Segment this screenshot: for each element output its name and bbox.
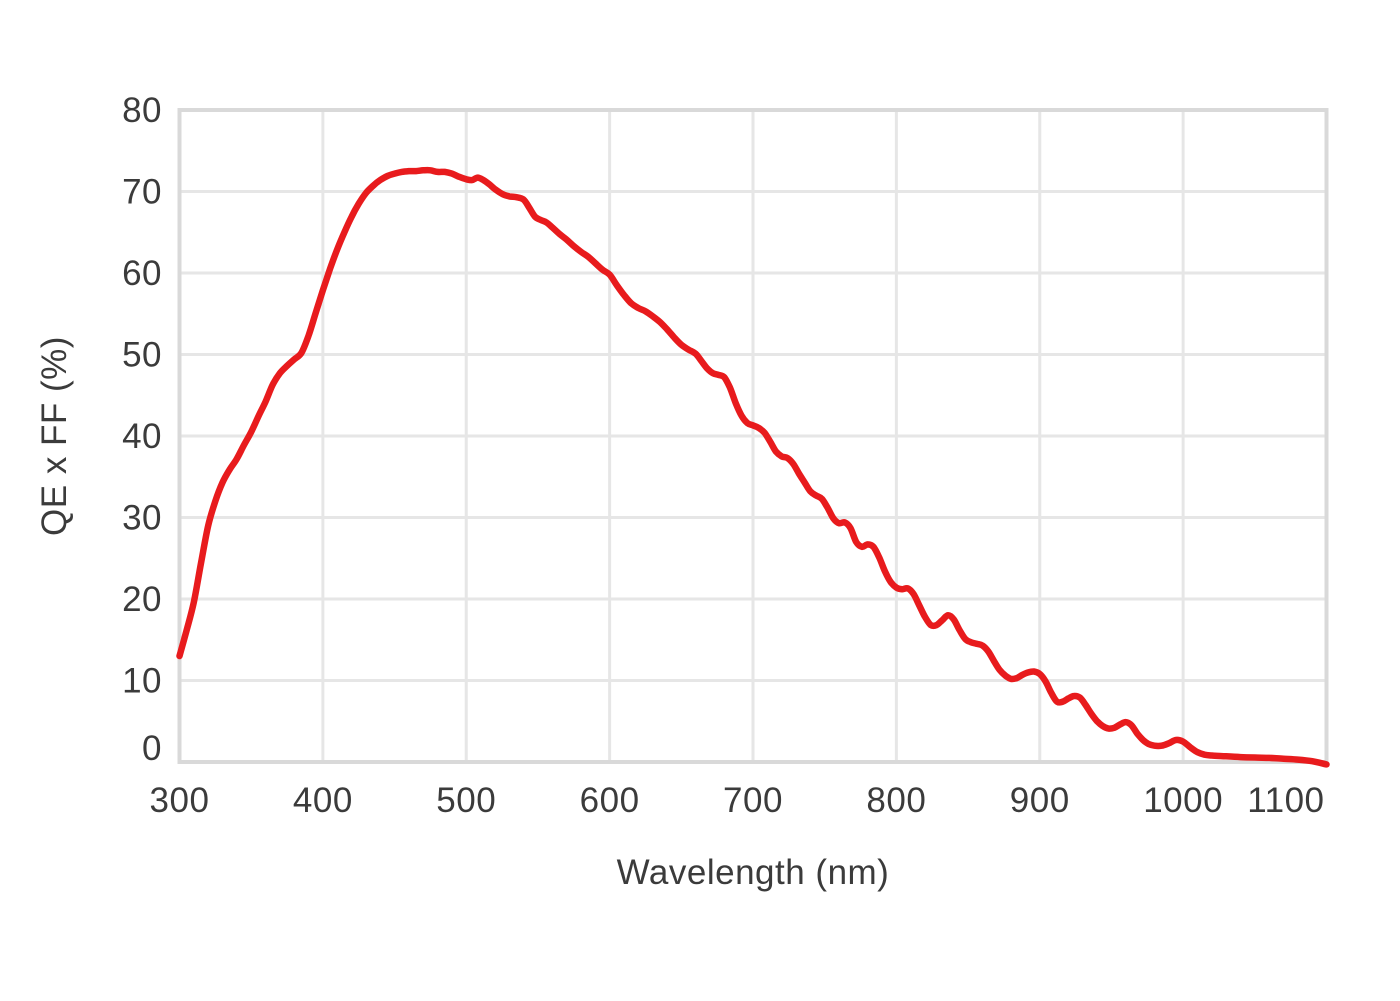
x-axis-title: Wavelength (nm) — [617, 853, 890, 892]
y-tick-label-10: 10 — [122, 662, 162, 701]
x-tick-label-300: 300 — [150, 781, 210, 820]
y-tick-label-30: 30 — [122, 499, 162, 538]
x-tick-label-700: 700 — [723, 781, 783, 820]
x-axis-tick-labels: 300 400 500 600 700 800 900 1000 1100 — [150, 781, 1324, 820]
y-axis-tick-labels: 0 10 20 30 40 50 60 70 80 — [122, 91, 162, 768]
plot-border — [177, 108, 1329, 764]
y-tick-label-50: 50 — [122, 336, 162, 375]
y-axis-title: QE x FF (%) — [35, 336, 74, 536]
x-tick-label-900: 900 — [1010, 781, 1070, 820]
gridlines — [178, 108, 1328, 764]
x-tick-label-1000: 1000 — [1143, 781, 1223, 820]
y-tick-label-40: 40 — [122, 417, 162, 456]
y-tick-label-70: 70 — [122, 173, 162, 212]
x-tick-label-800: 800 — [866, 781, 926, 820]
y-tick-label-60: 60 — [122, 254, 162, 293]
qe-curve — [176, 166, 1330, 768]
x-tick-label-500: 500 — [436, 781, 496, 820]
x-tick-label-1100: 1100 — [1247, 781, 1324, 820]
y-tick-label-0: 0 — [142, 729, 162, 768]
x-tick-label-600: 600 — [580, 781, 640, 820]
x-tick-label-400: 400 — [293, 781, 353, 820]
y-tick-label-20: 20 — [122, 580, 162, 619]
y-tick-label-80: 80 — [122, 91, 162, 130]
